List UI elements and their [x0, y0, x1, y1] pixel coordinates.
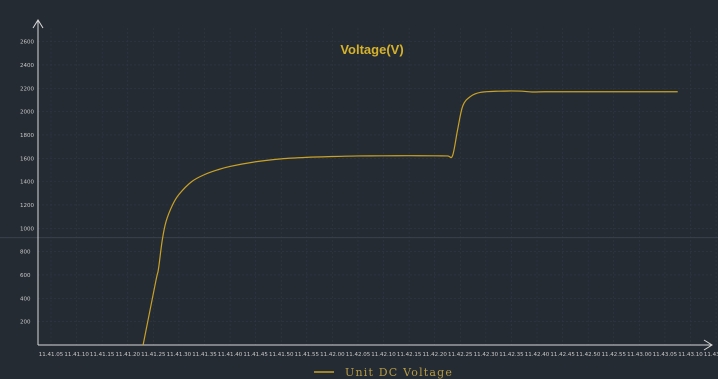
y-tick-label: 600	[20, 273, 31, 279]
y-tick-label: 2000	[20, 110, 34, 116]
x-tick-label: 11.42.35	[499, 352, 524, 358]
series-line-unit-dc-voltage	[143, 91, 678, 345]
y-tick-label: 2600	[20, 40, 34, 46]
y-tick-label: 1600	[20, 156, 34, 162]
y-tick-label: 1000	[20, 226, 34, 232]
y-tick-label: 800	[20, 250, 31, 256]
x-tick-label: 11.43.05	[653, 352, 678, 358]
x-tick-label: 11.42.00	[320, 352, 345, 358]
x-tick-label: 11.42.10	[371, 352, 396, 358]
axis-layer	[33, 20, 712, 350]
x-tick-label: 11.43.00	[627, 352, 652, 358]
x-tick-label: 11.41.30	[167, 352, 192, 358]
x-tick-label: 11.41.35	[192, 352, 217, 358]
x-tick-label: 11.41.55	[295, 352, 320, 358]
x-tick-label: 11.41.45	[243, 352, 268, 358]
y-tick-label: 200	[20, 320, 31, 326]
x-tick-label: 11.41.05	[39, 352, 64, 358]
x-tick-label: 11.42.25	[448, 352, 473, 358]
y-tick-label: 400	[20, 296, 31, 302]
x-tick-label: 11.41.10	[64, 352, 89, 358]
x-tick-label: 11.42.15	[397, 352, 422, 358]
legend-label: Unit DC Voltage	[345, 366, 453, 379]
x-tick-label: 11.42.50	[576, 352, 601, 358]
x-tick-label: 11.41.25	[141, 352, 166, 358]
chart-title: Voltage(V)	[340, 42, 403, 57]
x-tick-label: 11.41.50	[269, 352, 294, 358]
x-tick-label: 11.41.15	[90, 352, 115, 358]
x-tick-label: 11.43.15	[704, 352, 718, 358]
y-tick-label: 2200	[20, 86, 34, 92]
x-tick-labels: 11.41.05 11.41.10 11.41.15 11.41.20 11.41.25…	[39, 352, 718, 358]
x-tick-label: 11.42.45	[550, 352, 575, 358]
y-tick-label: 1400	[20, 180, 34, 186]
x-tick-label: 11.42.30	[474, 352, 499, 358]
x-tick-label: 11.42.55	[602, 352, 627, 358]
grid-layer	[38, 28, 718, 345]
x-tick-label: 11.42.40	[525, 352, 550, 358]
legend[interactable]: Unit DC Voltage	[314, 366, 453, 379]
y-tick-label: 1800	[20, 133, 34, 139]
y-tick-labels: 200 400 600 800 1000 1200 1400 1600 1800 2000 2200…	[20, 40, 34, 326]
x-tick-label: 11.42.20	[422, 352, 447, 358]
y-tick-label: 1200	[20, 203, 34, 209]
x-tick-label: 11.41.40	[218, 352, 243, 358]
x-tick-label: 11.43.10	[678, 352, 703, 358]
y-tick-label: 2400	[20, 63, 34, 69]
x-tick-label: 11.41.20	[115, 352, 140, 358]
x-tick-label: 11.42.05	[346, 352, 371, 358]
